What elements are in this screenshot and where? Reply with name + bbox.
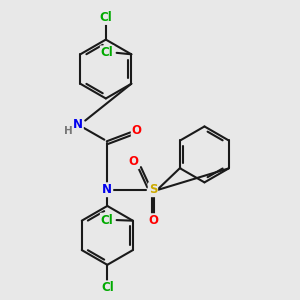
Text: O: O	[132, 124, 142, 137]
Text: Cl: Cl	[100, 11, 112, 24]
Text: S: S	[149, 183, 157, 196]
Text: O: O	[129, 155, 139, 168]
Text: Cl: Cl	[101, 281, 114, 294]
Text: H: H	[64, 126, 73, 136]
Text: N: N	[73, 118, 83, 131]
Text: Cl: Cl	[101, 46, 114, 59]
Text: Cl: Cl	[101, 214, 114, 226]
Text: O: O	[148, 214, 158, 227]
Text: N: N	[102, 183, 112, 196]
